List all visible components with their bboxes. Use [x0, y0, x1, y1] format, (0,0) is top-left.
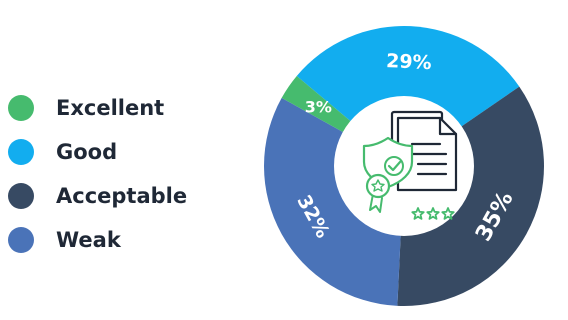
rating-star-icon — [426, 207, 440, 220]
legend-item-acceptable: Acceptable — [8, 174, 258, 218]
legend-item-excellent: Excellent — [8, 86, 258, 130]
slice-good — [296, 26, 520, 166]
document-fold-icon — [438, 116, 458, 136]
legend-swatch-acceptable — [8, 183, 34, 209]
slice-acceptable — [397, 86, 544, 306]
legend-label-acceptable: Acceptable — [56, 184, 188, 208]
legend-item-weak: Weak — [8, 218, 258, 262]
slice-label-good: 29% — [386, 50, 432, 74]
legend-swatch-good — [8, 139, 34, 165]
rating-star-icon — [441, 207, 455, 220]
medal-icon — [365, 173, 391, 199]
medal-star-icon — [371, 179, 385, 192]
shield-badge-icon — [384, 156, 404, 176]
certified-document-icon — [362, 110, 458, 220]
legend-label-weak: Weak — [56, 228, 121, 252]
ribbon-icon — [369, 193, 383, 213]
slice-label-excellent: 3% — [305, 98, 332, 117]
legend-swatch-excellent — [8, 95, 34, 121]
chart-legend: Excellent Good Acceptable Weak — [8, 86, 258, 262]
legend-label-excellent: Excellent — [56, 96, 165, 120]
legend-item-good: Good — [8, 130, 258, 174]
check-icon — [387, 160, 402, 172]
legend-swatch-weak — [8, 227, 34, 253]
legend-label-good: Good — [56, 140, 118, 164]
rating-star-icon — [411, 207, 425, 220]
